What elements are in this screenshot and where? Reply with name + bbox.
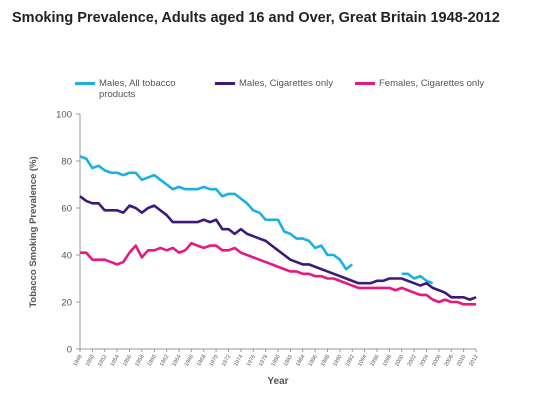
x-tick-label: 1972	[221, 354, 232, 368]
x-tick-label: 1964	[171, 354, 182, 368]
x-tick-label: 1954	[110, 354, 121, 368]
x-tick-label: 1958	[134, 354, 145, 368]
x-tick-label: 1948	[72, 354, 83, 368]
x-tick-label: 2012	[468, 354, 479, 368]
x-tick-label: 1962	[159, 354, 170, 368]
x-tick-label: 1986	[308, 354, 319, 368]
y-tick-label: 100	[56, 110, 72, 121]
legend-label: Males, All tobacco products	[99, 78, 176, 100]
series-line	[80, 241, 476, 306]
x-tick-label: 1980	[270, 354, 281, 368]
x-tick-label: 1966	[184, 354, 195, 368]
x-tick-label: 1996	[369, 354, 380, 368]
x-tick-label: 1978	[258, 354, 269, 368]
legend-label: Males, Cigarettes only	[239, 78, 333, 89]
x-tick-label: 1992	[345, 354, 356, 368]
y-tick-label: 60	[61, 204, 72, 215]
y-tick-label: 80	[61, 157, 72, 168]
x-axis-label: Year	[267, 376, 288, 387]
x-tick-label: 1960	[147, 354, 158, 368]
legend-item: Males, Cigarettes only	[215, 78, 333, 89]
x-tick-label: 2002	[407, 354, 418, 368]
x-tick-label: 1970	[209, 354, 220, 368]
y-tick-label: 20	[61, 298, 72, 309]
legend-swatch	[355, 82, 375, 85]
x-tick-label: 1956	[122, 354, 133, 368]
legend-item: Females, Cigarettes only	[355, 78, 484, 89]
legend-swatch	[215, 82, 235, 85]
x-tick-label: 2006	[431, 354, 442, 368]
x-tick-label: 1976	[246, 354, 257, 368]
y-tick-label: 0	[67, 345, 72, 356]
x-tick-label: 1968	[196, 354, 207, 368]
x-tick-label: 1990	[332, 354, 343, 368]
y-axis-label: Tobacco Smoking Prevalence (%)	[28, 156, 39, 307]
x-tick-label: 2000	[394, 354, 405, 368]
y-tick-label: 40	[61, 251, 72, 262]
x-tick-label: 2010	[456, 354, 467, 368]
x-tick-label: 2008	[444, 354, 455, 368]
x-tick-label: 1984	[295, 354, 306, 368]
x-tick-label: 1952	[97, 354, 108, 368]
series-line	[79, 195, 477, 301]
chart-title: Smoking Prevalence, Adults aged 16 and O…	[12, 10, 500, 26]
x-tick-label: 2004	[419, 354, 430, 368]
legend-label: Females, Cigarettes only	[379, 78, 485, 89]
legend-item: Males, All tobacco products	[75, 78, 194, 100]
x-tick-label: 1998	[382, 354, 393, 368]
series-line	[79, 155, 434, 285]
legend-swatch	[75, 82, 95, 85]
x-tick-label: 1982	[283, 354, 294, 368]
x-tick-label: 1994	[357, 354, 368, 368]
x-tick-label: 1950	[85, 354, 96, 368]
x-tick-label: 1988	[320, 354, 331, 368]
x-tick-label: 1974	[233, 354, 244, 368]
